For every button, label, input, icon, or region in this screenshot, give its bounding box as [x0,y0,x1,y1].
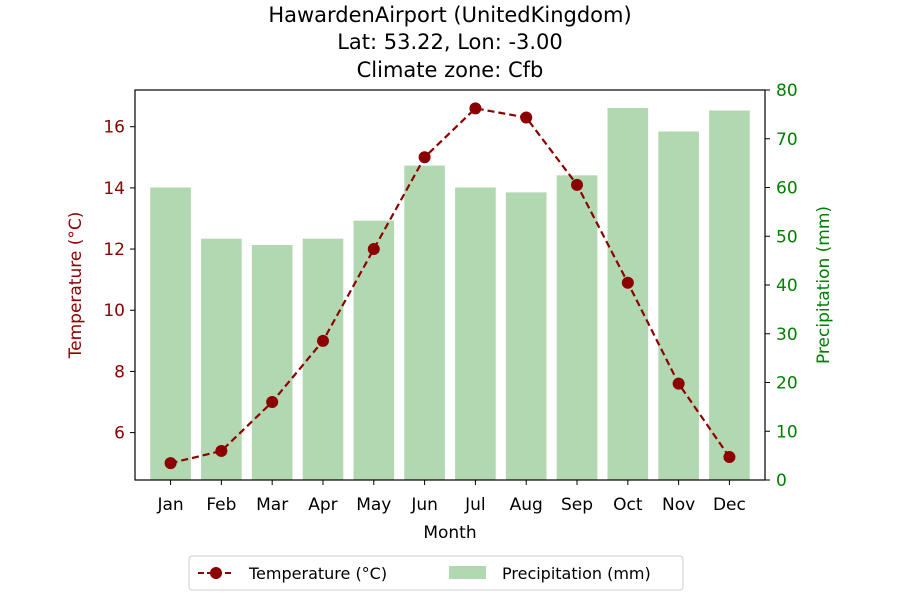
x-tick-label: Oct [613,495,643,515]
temperature-point [164,457,177,470]
left-tick-label: 8 [114,362,125,382]
legend-box [188,555,684,591]
x-tick-label: Dec [713,495,746,515]
left-tick-label: 6 [114,424,125,444]
precipitation-bar [607,108,649,480]
x-tick-label: Aug [510,495,543,515]
right-axis-label: Precipitation (mm) [814,206,834,364]
x-axis-label: Month [423,523,476,543]
temperature-point [266,396,279,408]
temperature-point [215,444,228,457]
temperature-point [672,377,685,390]
right-tick-label: 30 [776,325,798,345]
temperature-point [520,111,533,124]
right-tick-label: 60 [776,179,798,199]
right-tick-label: 70 [776,130,798,150]
precipitation-bar [505,192,547,480]
precipitation-bars [150,108,750,480]
temperature-point [367,243,380,256]
temperature-point [469,102,482,115]
precipitation-bar [353,220,395,480]
precipitation-bar [302,238,344,480]
precipitation-bar [150,187,191,480]
left-tick-label: 16 [103,118,125,138]
right-tick-label: 50 [776,227,798,247]
precipitation-bar [404,165,445,480]
temperature-point [621,276,634,289]
right-tick-label: 40 [776,276,798,296]
x-tick-label: Mar [256,495,288,515]
precipitation-bar [709,110,750,480]
legend-precipitation-swatch [449,566,486,579]
right-tick-label: 20 [776,374,798,394]
legend-temperature-label: Temperature (°C) [248,564,387,583]
left-y-axis: 6 8 10 12 14 16 [103,118,135,444]
temperature-series-line [170,107,731,465]
left-tick-label: 14 [103,179,125,199]
x-tick-label: Feb [206,495,236,515]
x-tick-label: Jun [410,495,438,515]
precipitation-bar [251,245,293,480]
x-tick-label: May [356,495,391,515]
temperature-point [571,178,584,191]
left-tick-label: 10 [103,301,125,321]
right-tick-label: 10 [776,422,798,442]
temperature-line [164,102,736,470]
right-y-axis: 0 10 20 30 40 50 60 70 80 [765,81,798,491]
right-tick-label: 80 [776,81,798,101]
temperature-point [316,334,329,347]
precipitation-bar [201,238,242,480]
temperature-point [418,151,431,164]
title-line-1: HawardenAirport (UnitedKingdom) [268,3,631,27]
x-tick-label: Nov [662,495,695,515]
precipitation-bar [455,187,496,480]
right-tick-label: 0 [776,471,787,491]
temperature-point [723,451,736,464]
chart-title: HawardenAirport (UnitedKingdom) Lat: 53.… [268,3,631,82]
x-axis: Jan Feb Mar Apr May Jun Jul Aug Sep Oct Nov Dec [156,480,746,515]
x-tick-label: Sep [561,495,593,515]
x-tick-label: Apr [308,495,337,515]
legend: Temperature (°C) Precipitation (mm) [188,555,684,591]
left-axis-label: Temperature (°C) [66,212,86,360]
title-line-3: Climate zone: Cfb [357,58,544,82]
legend-temperature-marker [210,567,222,579]
precipitation-bar [658,131,699,480]
left-tick-label: 12 [103,240,125,260]
x-tick-label: Jan [156,495,183,515]
title-line-2: Lat: 53.22, Lon: -3.00 [337,30,563,54]
legend-precipitation-label: Precipitation (mm) [502,564,651,583]
x-tick-label: Jul [464,495,486,515]
precipitation-bar [556,175,598,480]
